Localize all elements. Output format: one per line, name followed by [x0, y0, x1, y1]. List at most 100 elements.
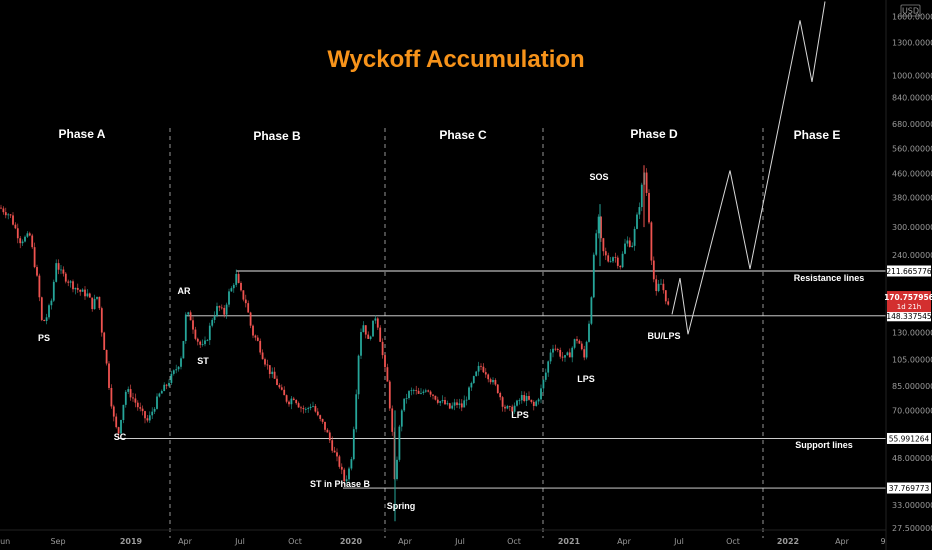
price-tick-label: 33.000000 [892, 501, 932, 510]
candle-body [379, 327, 382, 342]
level-price-box [887, 482, 931, 494]
candle-body [79, 289, 82, 292]
candle-body [302, 408, 305, 410]
candle-body [523, 395, 526, 401]
time-tick-label: Apr [178, 537, 193, 546]
price-tick-label: 840.000000 [892, 93, 932, 102]
candle-body [463, 400, 466, 408]
candle-body [141, 408, 144, 412]
candle-body [328, 432, 331, 441]
candle-body [266, 364, 269, 366]
candle-body [280, 387, 283, 390]
candle-body [98, 296, 101, 309]
candle-body [537, 399, 540, 402]
candle-body [525, 396, 528, 401]
candle-body [33, 247, 36, 268]
candle-body [170, 373, 173, 383]
candle-body [451, 405, 454, 409]
event-ar: AR [178, 286, 191, 296]
candle-body [621, 253, 624, 268]
price-tick-label: 27.500000 [892, 524, 932, 533]
level-price-box [887, 265, 931, 277]
candle-body [304, 408, 307, 410]
candle-body [168, 382, 170, 386]
candle-body [192, 320, 194, 330]
candle-body [612, 257, 614, 262]
candle-body [120, 420, 122, 434]
candle-body [614, 257, 617, 259]
candle-body [216, 306, 218, 316]
candle-body [343, 469, 346, 482]
candle-body [148, 415, 151, 421]
candle-body [648, 192, 650, 223]
candle-body [372, 320, 374, 337]
candle-body [24, 236, 26, 242]
candle-body [40, 297, 43, 320]
time-tick-label: 9 [880, 537, 885, 546]
currency-badge[interactable] [900, 4, 921, 17]
time-tick-label: 2020 [340, 537, 363, 546]
candle-body [576, 339, 578, 341]
candle-body [331, 440, 334, 451]
candle-body [218, 306, 221, 308]
candle-body [513, 405, 516, 412]
candle-body [369, 336, 372, 339]
candle-body [4, 212, 7, 216]
candle-body [64, 273, 67, 282]
candle-body [132, 397, 134, 399]
candle-body [352, 429, 355, 460]
candle-body [446, 403, 449, 405]
candle-body [288, 401, 290, 405]
candle-body [0, 207, 2, 209]
candle-body [60, 269, 62, 271]
candle-body [213, 315, 216, 320]
event-st-phase-b: ST in Phase B [310, 479, 371, 489]
time-tick-label: Apr [835, 537, 850, 546]
candle-body [362, 325, 365, 333]
candle-body [208, 325, 211, 341]
price-tick-label: 240.000000 [892, 251, 932, 260]
candle-body [602, 238, 605, 252]
candle-body [547, 361, 550, 373]
candle-body [268, 365, 271, 375]
candle-body [405, 398, 408, 399]
candle-body [566, 352, 569, 356]
candle-body [36, 267, 38, 276]
candle-body [2, 208, 5, 213]
candle-body [412, 390, 415, 391]
candle-body [468, 387, 470, 400]
candle-body [652, 260, 655, 280]
candle-body [117, 427, 120, 434]
candle-body [261, 352, 264, 360]
candle-body [48, 305, 50, 318]
candle-body [432, 394, 434, 396]
candle-body [86, 293, 89, 297]
candle-body [662, 283, 665, 291]
candle-body [415, 390, 418, 391]
time-tick-label: 2022 [777, 537, 799, 546]
candle-body [348, 468, 350, 480]
candle-body [151, 411, 154, 416]
candle-body [532, 401, 535, 406]
candle-body [364, 325, 367, 335]
candle-body [127, 389, 130, 392]
candle-body [333, 450, 336, 453]
time-axis[interactable]: Jun Sep 2019 Apr Jul Oct 2020 Apr Jul Oct 2021 Apr J… [0, 529, 886, 546]
candle-body [609, 261, 612, 263]
price-tick-label: 680.000000 [892, 120, 932, 129]
candle-body [228, 291, 230, 305]
candle-body [604, 251, 607, 256]
candle-body [180, 358, 182, 367]
candle-body [324, 421, 326, 430]
candle-body [57, 263, 60, 270]
candle-body [158, 393, 161, 397]
candle-body [475, 371, 478, 377]
candle-body [571, 347, 574, 358]
candle-body [312, 406, 314, 407]
candle-body [453, 402, 456, 406]
candle-body [67, 281, 70, 283]
time-tick-label: Oct [288, 537, 302, 546]
price-axis[interactable]: 1600.000000 1300.000000 1000.000000 840.000… [884, 0, 932, 550]
level-price-box [887, 310, 931, 322]
